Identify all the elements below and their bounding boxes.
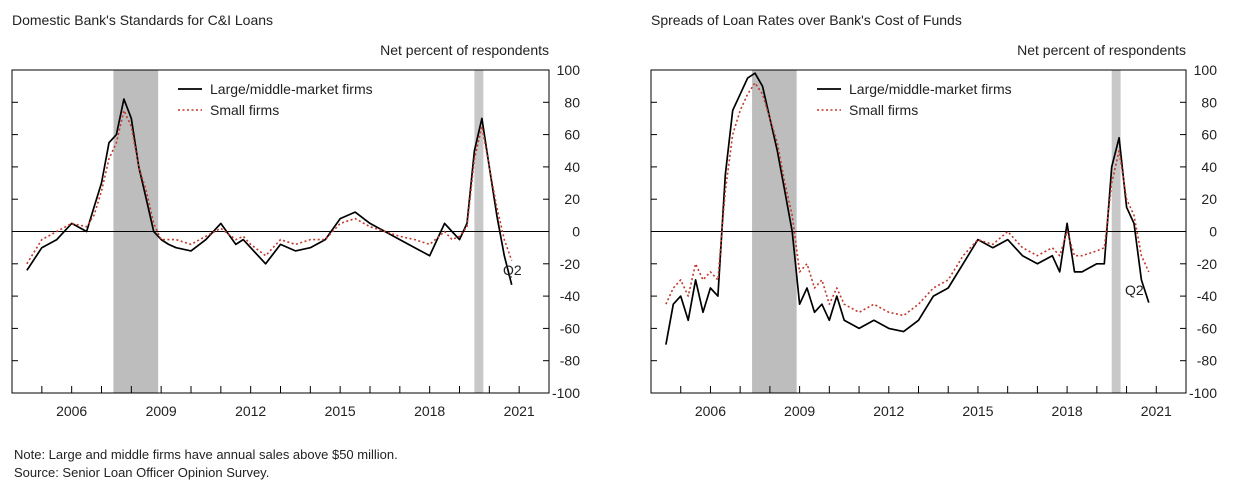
legend-entry: Small firms [210, 102, 279, 118]
y-tick-label: 40 [1201, 159, 1217, 175]
y-tick-label: 20 [564, 191, 580, 207]
y-tick-label: 0 [572, 224, 580, 240]
y-tick-label: 80 [564, 94, 580, 110]
y-tick-label: 60 [1201, 127, 1217, 143]
x-tick-label: 2015 [962, 403, 993, 419]
x-tick-label: 2015 [325, 403, 356, 419]
x-tick-label: 2018 [1052, 403, 1083, 419]
y-tick-label: 0 [1209, 224, 1217, 240]
y-tick-label: -80 [1197, 353, 1217, 369]
x-tick-label: 2009 [146, 403, 177, 419]
y-tick-label: -60 [1197, 320, 1217, 336]
latest-quarter-annotation: Q2 [1125, 282, 1144, 298]
chart-title: Domestic Bank's Standards for C&I Loans [12, 12, 273, 28]
latest-quarter-annotation: Q2 [503, 262, 522, 278]
series-line-large-middle-market [665, 72, 1150, 345]
x-tick-label: 2006 [56, 403, 87, 419]
legend-entry: Large/middle-market firms [210, 81, 373, 97]
chart-panel-1: Domestic Bank's Standards for C&I Loans N… [11, 12, 581, 419]
x-tick-label: 2012 [235, 403, 266, 419]
legend-entry: Large/middle-market firms [849, 81, 1012, 97]
y-tick-label: 20 [1201, 191, 1217, 207]
x-tick-label: 2018 [414, 403, 445, 419]
chart-title: Spreads of Loan Rates over Bank's Cost o… [651, 12, 962, 28]
y-axis-label: Net percent of respondents [380, 42, 549, 58]
legend-entry: Small firms [849, 102, 918, 118]
x-tick-label: 2009 [784, 403, 815, 419]
x-tick-label: 2006 [695, 403, 726, 419]
y-tick-label: 100 [1194, 62, 1218, 78]
y-tick-label: 100 [557, 62, 581, 78]
y-tick-label: -40 [1197, 288, 1217, 304]
y-tick-label: -100 [1189, 385, 1217, 401]
series-line-small-firms [26, 109, 513, 265]
y-tick-label: -60 [560, 320, 580, 336]
x-tick-label: 2012 [873, 403, 904, 419]
y-tick-label: 40 [564, 159, 580, 175]
chart-panel-2: Spreads of Loan Rates over Bank's Cost o… [650, 12, 1218, 419]
figure-note: Note: Large and middle firms have annual… [14, 447, 398, 462]
y-tick-label: 60 [564, 127, 580, 143]
y-tick-label: -40 [560, 288, 580, 304]
y-tick-label: -20 [560, 256, 580, 272]
y-tick-label: 80 [1201, 94, 1217, 110]
figure-source: Source: Senior Loan Officer Opinion Surv… [14, 465, 270, 480]
x-tick-label: 2021 [504, 403, 535, 419]
x-tick-label: 2021 [1141, 403, 1172, 419]
series-line-large-middle-market [26, 98, 513, 286]
y-tick-label: -20 [1197, 256, 1217, 272]
y-axis-label: Net percent of respondents [1017, 42, 1186, 58]
y-tick-label: -80 [560, 353, 580, 369]
y-tick-label: -100 [552, 385, 580, 401]
